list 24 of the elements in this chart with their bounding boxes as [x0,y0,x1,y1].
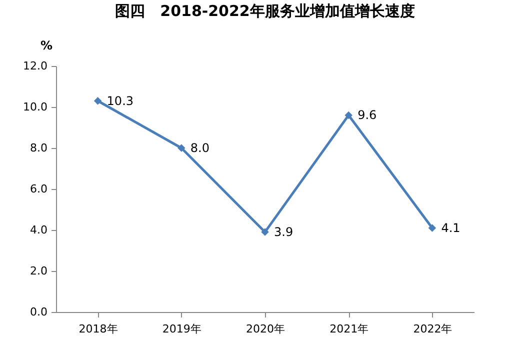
x-tick-label: 2019年 [162,322,202,336]
point [261,228,269,236]
y-tick-label: 2.0 [30,264,48,278]
x-tick-label: 2021年 [330,322,369,336]
point [344,111,352,120]
y-axis-title: % [40,38,52,52]
text: 10.3 [106,94,134,108]
point [94,96,102,105]
text: 3.9 [274,225,294,240]
x-tick-label: 2018年 [78,322,118,336]
point [178,144,186,152]
y-tick-label: 6.0 [30,182,48,196]
text: 4.1 [441,220,460,235]
y-tick-label: 4.0 [30,224,48,236]
text: 9.6 [358,108,377,122]
y-tick-label: 8.0 [30,142,48,154]
x-tick-label: 2022年 [413,322,452,336]
y-tick-label: 0.0 [30,306,48,318]
point [428,224,436,232]
y-tick-label: 10.0 [23,100,48,114]
chart-title: 图四 2018-2022年服务业增加值增长速度 [115,2,415,20]
text: 8.0 [190,141,210,155]
y-tick-label: 12.0 [23,60,48,72]
x-tick-label: 2020年 [246,322,285,336]
